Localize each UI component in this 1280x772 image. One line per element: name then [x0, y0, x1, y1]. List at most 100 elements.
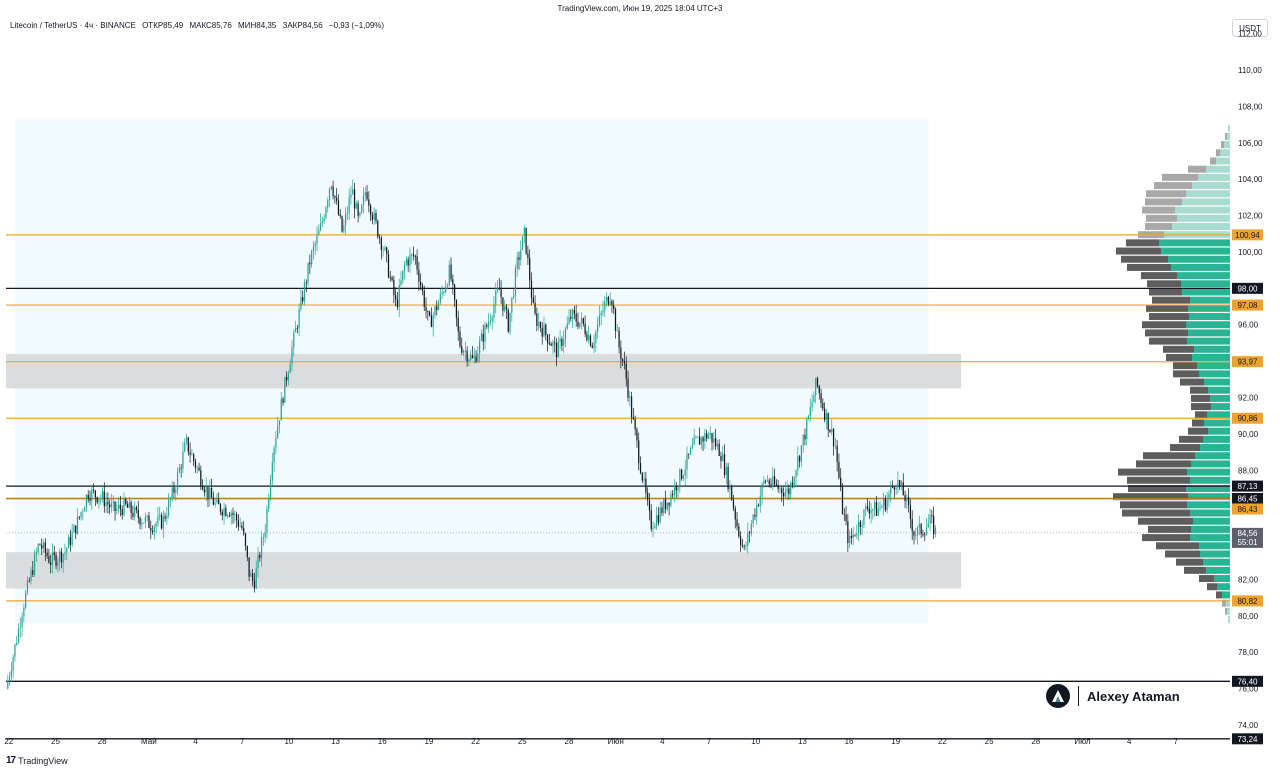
candle-down — [648, 500, 651, 511]
candle-down — [235, 514, 238, 521]
candle-down — [436, 306, 438, 310]
candle-down — [893, 487, 895, 490]
volume-bin-up — [1197, 362, 1230, 370]
ohlc-open: ОТКР85,49 — [142, 21, 184, 30]
candle-down — [845, 514, 847, 522]
candle-down — [459, 331, 461, 347]
candle-down — [395, 295, 397, 300]
candle-up — [473, 356, 475, 358]
candle-down — [681, 469, 683, 479]
candle-down — [282, 398, 284, 403]
candle-down — [232, 512, 234, 515]
ohlc-change: −0,93 (−1,09%) — [328, 21, 385, 30]
candle-down — [765, 480, 767, 482]
candle-down — [550, 343, 552, 346]
volume-bin-down — [1180, 378, 1204, 386]
candle-down — [55, 554, 57, 566]
tradingview-footer[interactable]: 17 TradingView — [6, 755, 68, 766]
candle-down — [194, 461, 197, 468]
candle-up — [157, 516, 159, 524]
candle-up — [257, 554, 259, 569]
candle-down — [302, 297, 304, 302]
volume-bin-down — [1154, 182, 1192, 190]
volume-bin-up — [1192, 353, 1230, 361]
candle-up — [352, 189, 354, 195]
currency-button[interactable]: USDT — [1232, 19, 1268, 37]
candle-down — [337, 200, 340, 215]
candle-down — [173, 487, 175, 493]
candle-up — [925, 527, 928, 535]
candle-up — [834, 445, 836, 447]
candle-down — [532, 297, 534, 303]
candle-down — [461, 346, 463, 353]
candle-down — [850, 535, 853, 538]
candle-up — [110, 503, 113, 508]
candle-up — [100, 498, 102, 500]
candle-down — [875, 502, 878, 516]
price-tick: 104,00 — [1238, 175, 1263, 184]
candle-up — [870, 510, 872, 514]
candle-up — [42, 542, 45, 549]
candle-down — [187, 437, 189, 453]
candle-up — [255, 568, 257, 589]
candle-down — [868, 508, 870, 514]
candle-down — [228, 515, 231, 517]
candle-up — [84, 507, 86, 512]
candle-down — [636, 429, 638, 441]
candle-down — [366, 192, 368, 200]
candle-down — [902, 482, 904, 496]
volume-bin-down — [1207, 583, 1217, 591]
candle-down — [471, 355, 474, 358]
candle-up — [275, 438, 277, 448]
volume-bin-up — [1224, 141, 1230, 149]
candle-up — [882, 498, 885, 507]
candle-down — [698, 436, 701, 445]
candle-up — [729, 485, 731, 490]
candle-down — [702, 437, 704, 442]
candle-up — [480, 333, 483, 341]
volume-bin-up — [1177, 272, 1230, 280]
candle-up — [596, 324, 599, 332]
candle-up — [445, 286, 447, 293]
candle-down — [922, 533, 924, 535]
candle-up — [298, 309, 300, 329]
candle-up — [514, 268, 517, 296]
level-label-100,94: 100,94 — [1235, 231, 1260, 240]
candle-up — [682, 475, 685, 479]
last-price-label: 84,56 — [1237, 529, 1258, 538]
candle-up — [21, 616, 23, 628]
level-label-bg-76,40 — [1232, 675, 1263, 687]
time-tick: 4 — [193, 737, 198, 746]
volume-bin-up — [1208, 386, 1230, 394]
candle-down — [201, 485, 204, 490]
candle-up — [141, 522, 143, 525]
candle-up — [17, 628, 20, 643]
candle-down — [548, 343, 550, 345]
candle-down — [720, 456, 722, 461]
candle-down — [536, 313, 538, 326]
candle-up — [361, 205, 363, 213]
time-tick: 13 — [798, 737, 807, 746]
candle-up — [759, 495, 761, 506]
candle-up — [602, 310, 604, 313]
candle-up — [403, 264, 406, 271]
candle-up — [568, 317, 570, 324]
candle-down — [107, 501, 109, 505]
volume-bin-down — [1166, 353, 1192, 361]
candle-up — [487, 321, 490, 327]
candle-down — [920, 523, 922, 534]
candle-down — [586, 334, 588, 341]
time-tick: 10 — [751, 737, 760, 746]
candle-up — [321, 221, 323, 224]
volume-bin-down — [1192, 419, 1204, 427]
candle-down — [109, 504, 111, 508]
volume-bin-up — [1190, 476, 1230, 484]
candle-down — [69, 536, 71, 545]
candle-up — [659, 507, 661, 523]
volume-bin-down — [1145, 222, 1172, 230]
symbol-title[interactable]: Litecoin / TetherUS · 4ч · BINANCE — [10, 21, 136, 30]
candle-down — [688, 453, 690, 455]
candle-up — [704, 433, 706, 442]
candle-up — [57, 561, 59, 566]
